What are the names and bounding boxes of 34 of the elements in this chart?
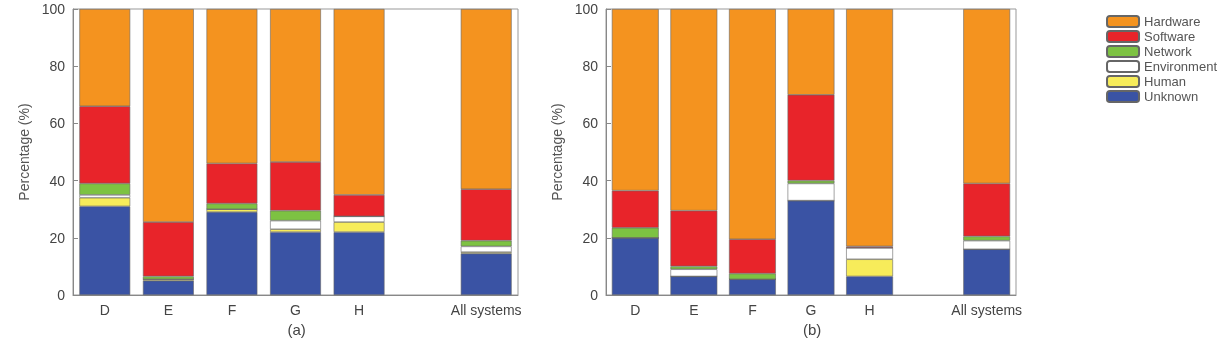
y-tick-label: 60 [582, 115, 599, 132]
y-tick-label: 0 [590, 287, 599, 303]
y-tick-label: 100 [574, 1, 599, 17]
y-tick-label: 100 [41, 1, 66, 17]
legend-label: Software [1144, 29, 1196, 44]
y-tick-label: 20 [49, 229, 66, 246]
x-tick-label: F [227, 302, 237, 318]
y-tick-label: 80 [582, 58, 599, 75]
y-tick-label: 40 [582, 172, 599, 189]
x-tick-label: G [805, 302, 817, 318]
legend-label: Unknown [1144, 89, 1199, 104]
y-tick-label: 20 [582, 229, 599, 246]
x-tick-label: All systems [450, 302, 522, 318]
x-tick-label: D [630, 302, 641, 318]
y-tick-label: 0 [57, 287, 66, 303]
legend-label: Network [1144, 44, 1193, 59]
legend-label: Environment [1144, 59, 1218, 74]
x-tick-label: E [689, 302, 699, 318]
y-tick-label: 40 [49, 172, 66, 189]
x-tick-label: H [354, 302, 365, 318]
y-axis-title: Percentage (%) [15, 103, 32, 201]
x-tick-label: F [748, 302, 757, 318]
x-tick-label: D [99, 302, 110, 318]
x-tick-label: H [864, 302, 875, 318]
text: (b) [803, 321, 822, 338]
y-tick-label: 80 [49, 58, 66, 75]
y-axis-title: Percentage (%) [548, 103, 565, 201]
y-tick-label: 60 [49, 115, 66, 132]
legend-label: Hardware [1144, 14, 1201, 29]
legend-label: Human [1144, 74, 1186, 89]
text: (a) [287, 321, 306, 338]
x-tick-label: All systems [951, 302, 1023, 318]
x-tick-label: G [290, 302, 301, 318]
x-tick-label: E [163, 302, 174, 318]
